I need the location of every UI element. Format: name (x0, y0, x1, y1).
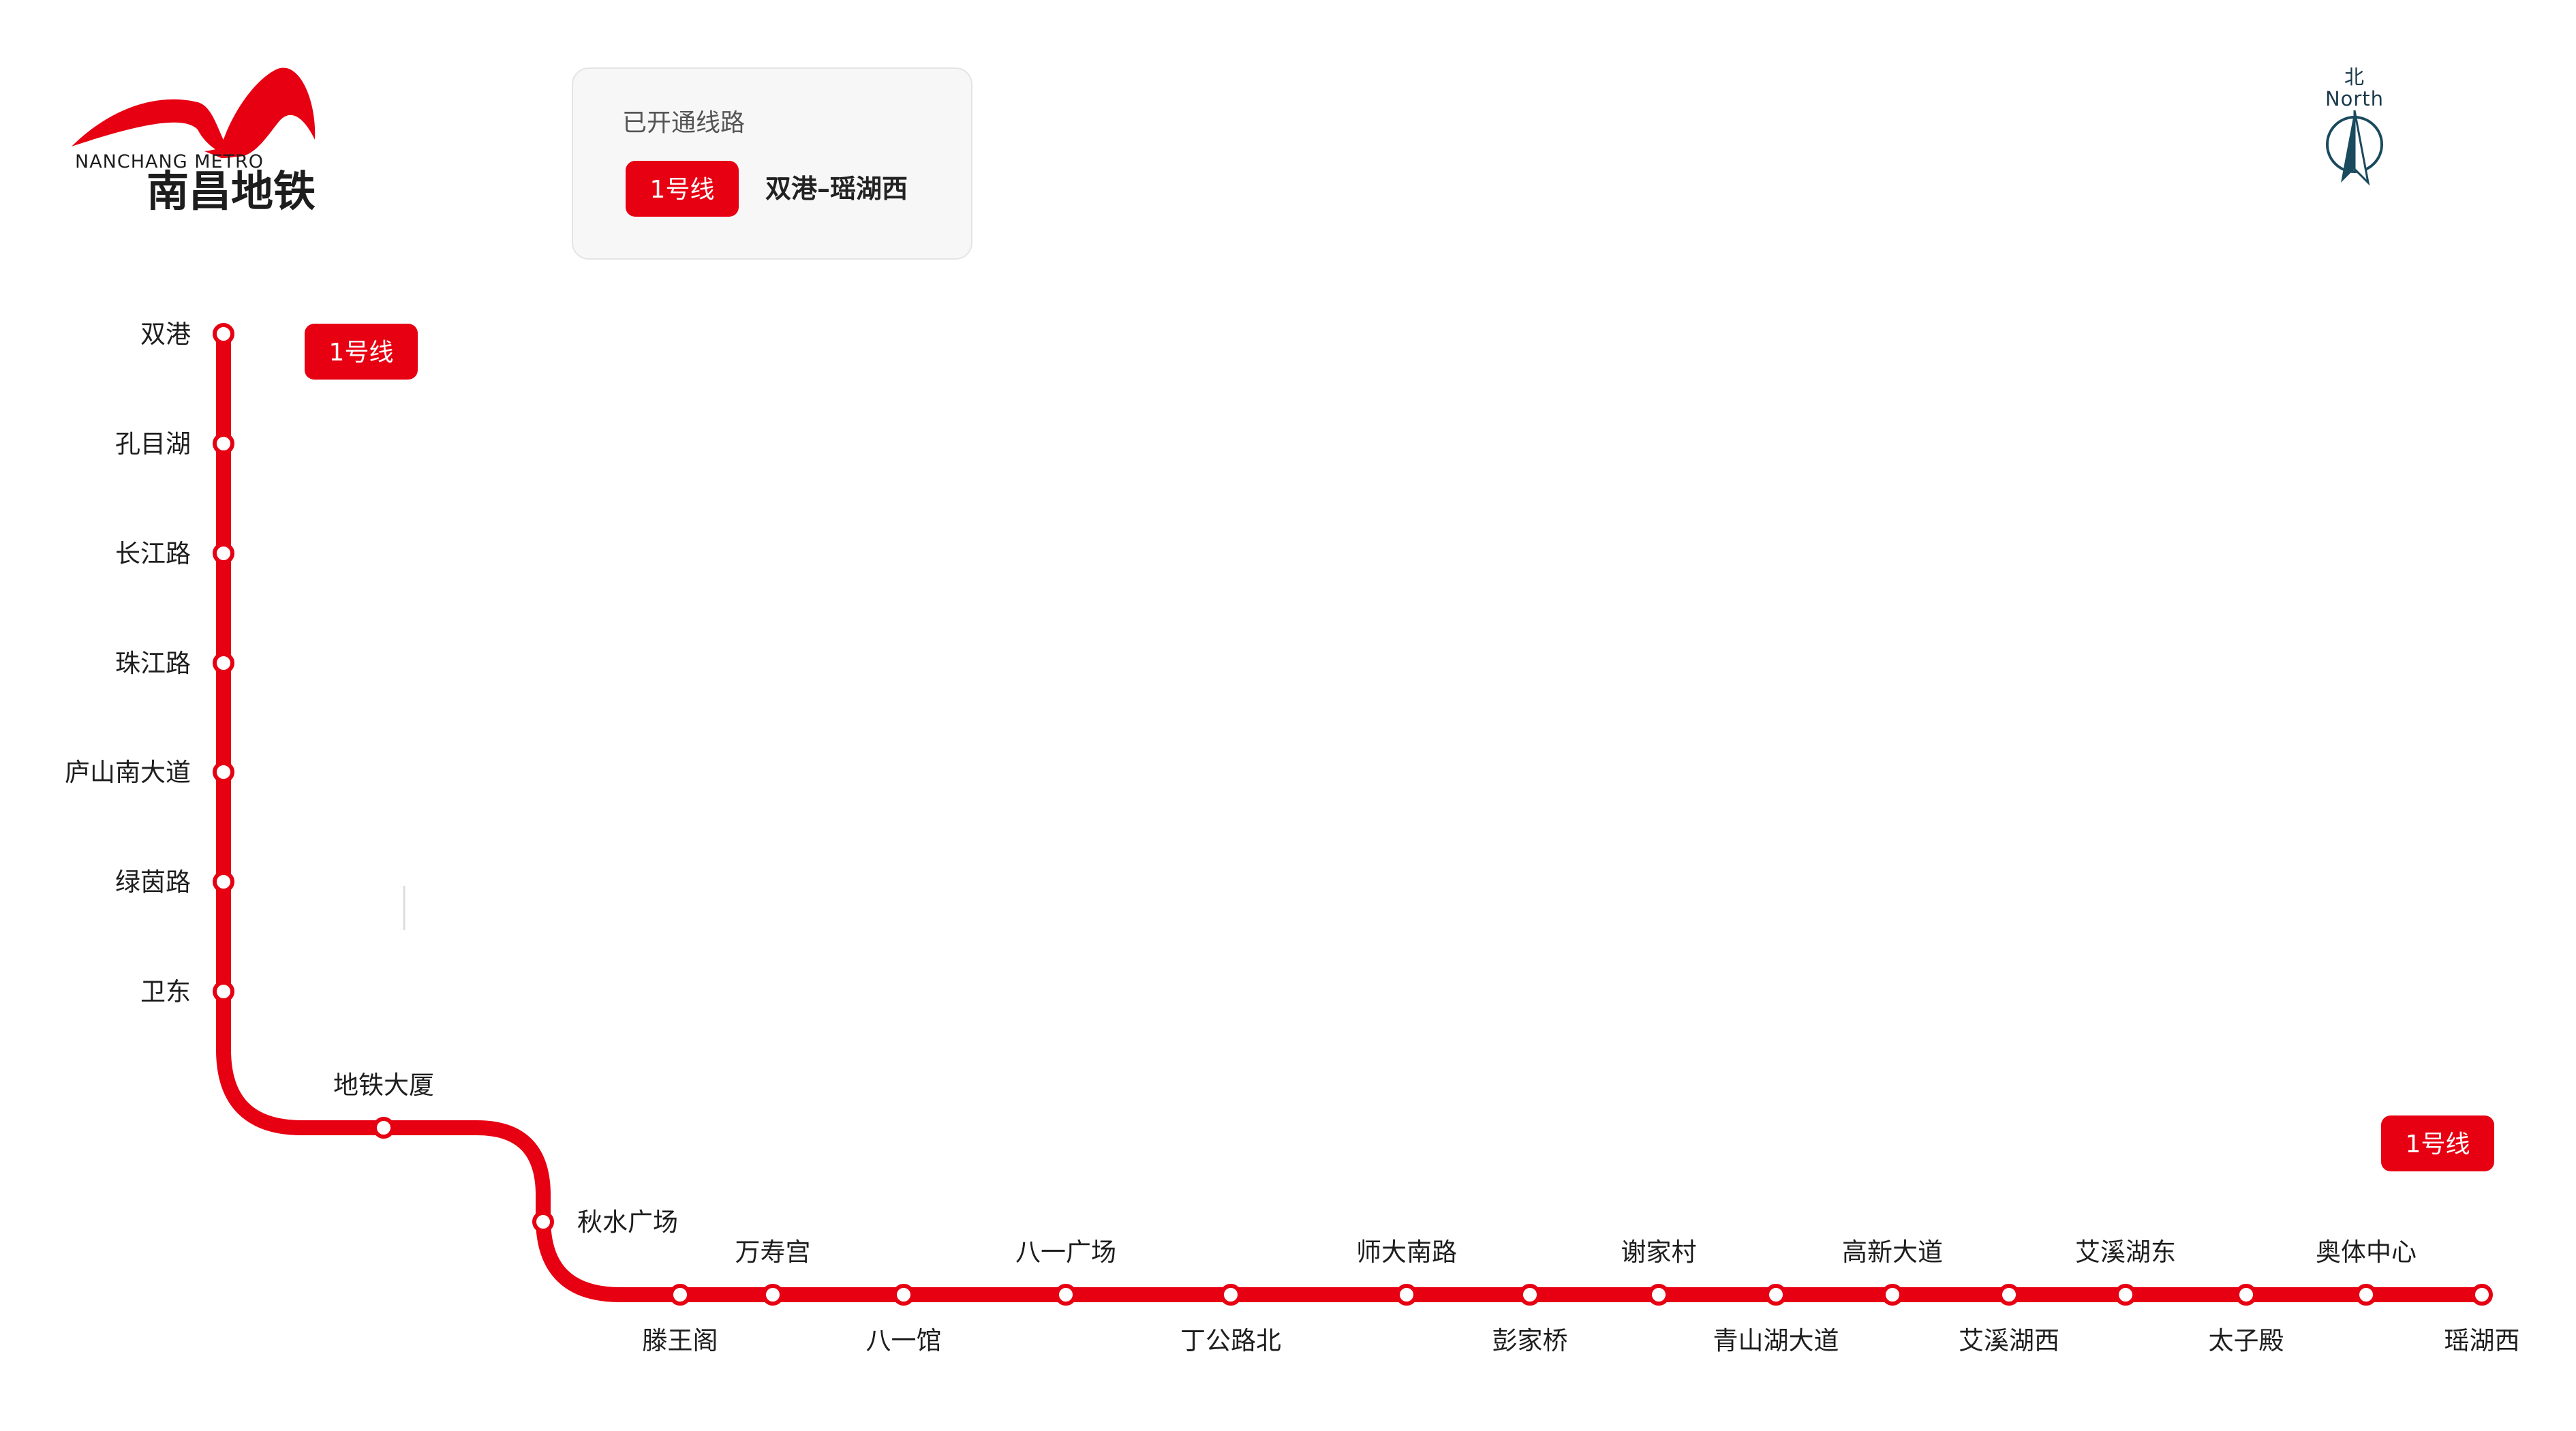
station-label: 庐山南大道 (65, 758, 191, 787)
station[interactable]: 万寿宫 (735, 1237, 811, 1306)
station[interactable]: 孔目湖 (115, 429, 234, 459)
station[interactable]: 师大南路 (1356, 1237, 1457, 1306)
station[interactable]: 太子殿 (2209, 1284, 2284, 1355)
line-1-route (216, 326, 2483, 1302)
compass-label-cn: 北 (2344, 65, 2365, 89)
legend-line-badge[interactable] (626, 161, 739, 217)
station-label: 八一馆 (866, 1326, 942, 1355)
station[interactable]: 八一广场 (1015, 1237, 1116, 1306)
station-label: 长江路 (115, 539, 191, 568)
station-marker[interactable] (669, 1284, 691, 1306)
station-marker[interactable] (213, 433, 234, 455)
station[interactable]: 地铁大厦 (333, 1071, 434, 1139)
station-marker[interactable] (1765, 1284, 1787, 1306)
station-marker[interactable] (1055, 1284, 1077, 1306)
station-marker[interactable] (2235, 1284, 2257, 1306)
station[interactable]: 奥体中心 (2316, 1237, 2417, 1306)
station-marker[interactable] (2115, 1284, 2136, 1306)
station-label: 秋水广场 (577, 1207, 678, 1237)
line-badge-end-label: 1号线 (2406, 1130, 2470, 1158)
station-marker[interactable] (213, 323, 234, 345)
logo-swoosh-icon (72, 67, 316, 157)
station[interactable]: 青山湖大道 (1713, 1284, 1839, 1355)
station-marker[interactable] (2471, 1284, 2493, 1306)
station-label: 师大南路 (1356, 1237, 1457, 1267)
station-marker[interactable] (1519, 1284, 1541, 1306)
station-label: 丁公路北 (1180, 1326, 1281, 1355)
station-marker[interactable] (213, 542, 234, 564)
station-marker[interactable] (213, 652, 234, 674)
station-marker[interactable] (373, 1117, 395, 1139)
station-label: 双港 (140, 320, 191, 349)
station-label: 艾溪湖西 (1959, 1326, 2059, 1355)
station-label: 万寿宫 (735, 1237, 811, 1267)
station[interactable]: 长江路 (115, 539, 234, 568)
station[interactable]: 滕王阁 (643, 1284, 718, 1355)
station[interactable]: 高新大道 (1842, 1237, 1943, 1306)
legend-line-badge-label: 1号线 (650, 176, 715, 204)
station-marker[interactable] (2355, 1284, 2377, 1306)
legend-line-1[interactable]: 1号线 双港–瑶湖西 (626, 161, 908, 217)
line-badge-start[interactable]: 1号线 (305, 324, 418, 380)
station[interactable]: 艾溪湖西 (1959, 1284, 2059, 1355)
station-label: 八一广场 (1015, 1237, 1116, 1267)
station-marker[interactable] (213, 871, 234, 893)
station-marker[interactable] (1648, 1284, 1670, 1306)
station[interactable]: 彭家桥 (1492, 1284, 1568, 1355)
station-label: 彭家桥 (1492, 1326, 1568, 1355)
station-label: 青山湖大道 (1713, 1326, 1839, 1355)
legend-title: 已开通线路 (622, 109, 745, 137)
station-label: 地铁大厦 (333, 1071, 434, 1100)
line-badge-end[interactable]: 1号线 (2381, 1115, 2494, 1171)
station-label: 瑶湖西 (2444, 1326, 2520, 1355)
north-arrow-icon (2326, 110, 2383, 186)
station-label: 绿茵路 (115, 867, 191, 897)
station[interactable]: 绿茵路 (115, 867, 234, 897)
station[interactable]: 瑶湖西 (2444, 1284, 2520, 1355)
station[interactable]: 丁公路北 (1180, 1284, 1281, 1355)
station-marker[interactable] (532, 1211, 554, 1233)
station-marker[interactable] (1882, 1284, 1903, 1306)
station-marker[interactable] (893, 1284, 915, 1306)
station-marker[interactable] (1998, 1284, 2020, 1306)
station-marker[interactable] (213, 761, 234, 783)
station-label: 滕王阁 (643, 1326, 718, 1355)
station-marker[interactable] (213, 981, 234, 1002)
station[interactable]: 八一馆 (866, 1284, 942, 1355)
compass-label-en: North (2325, 87, 2384, 110)
station-marker[interactable] (762, 1284, 784, 1306)
station-marker[interactable] (1220, 1284, 1242, 1306)
station[interactable]: 双港 (140, 320, 234, 349)
legend-panel: 已开通线路 1号线 双港–瑶湖西 (572, 67, 972, 260)
station-label: 孔目湖 (115, 429, 191, 459)
legend-line-route: 双港–瑶湖西 (765, 174, 908, 204)
station-marker[interactable] (1396, 1284, 1417, 1306)
station-label: 卫东 (140, 977, 191, 1006)
station-label: 奥体中心 (2316, 1237, 2417, 1267)
line-badge-start-label: 1号线 (329, 339, 394, 367)
station[interactable]: 秋水广场 (532, 1207, 678, 1237)
logo-name-cn: 南昌地铁 (147, 166, 316, 216)
logo-swoosh-accent (204, 129, 267, 158)
north-compass: 北 North (2325, 65, 2384, 186)
station[interactable]: 卫东 (140, 977, 234, 1006)
station-label: 太子殿 (2209, 1326, 2284, 1355)
station[interactable]: 谢家村 (1621, 1237, 1697, 1306)
station[interactable]: 庐山南大道 (65, 758, 234, 787)
logo-name-en: NANCHANG METRO (75, 151, 264, 172)
nanchang-metro-logo: NANCHANG METRO 南昌地铁 (72, 67, 316, 216)
station[interactable]: 艾溪湖东 (2075, 1237, 2176, 1306)
station-label: 高新大道 (1842, 1237, 1943, 1267)
station-label: 谢家村 (1621, 1237, 1697, 1267)
station-label: 珠江路 (115, 649, 191, 678)
station[interactable]: 珠江路 (115, 649, 234, 678)
station-label: 艾溪湖东 (2075, 1237, 2176, 1267)
